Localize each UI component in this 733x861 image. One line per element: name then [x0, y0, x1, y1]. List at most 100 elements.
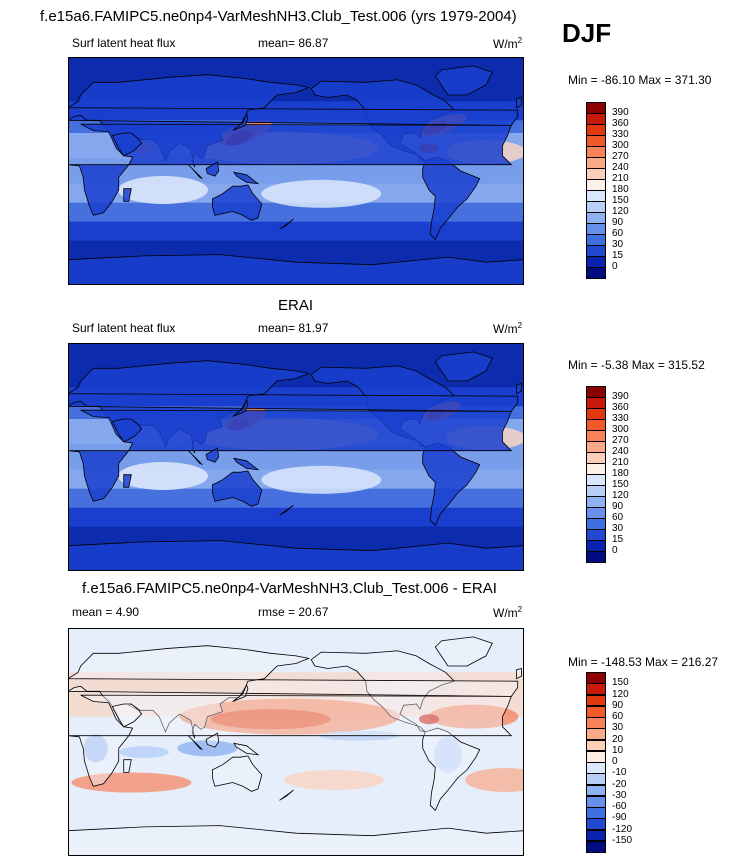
colorbar-swatch: [586, 485, 606, 497]
continent-outline: [515, 96, 522, 109]
colorbar-swatch: [586, 463, 606, 475]
continent-outline: [111, 703, 143, 728]
panel1-units: W/m2: [493, 36, 523, 51]
continent-outline: [232, 398, 249, 417]
panel1-colorbar: 390 360 330 300 270 240 210 180 150 120 90 60 30 15 0: [586, 102, 629, 279]
colorbar-tick-label: 120: [612, 688, 629, 700]
continent-outline: [68, 254, 524, 285]
colorbar-tick-label: 360: [612, 402, 629, 413]
figure-title: f.e15a6.FAMIPC5.ne0np4-VarMeshNH3.Club_T…: [40, 8, 517, 25]
colorbar-swatch: [586, 201, 606, 213]
colorbar-tick-label: 15: [612, 534, 624, 545]
colorbar-swatch: [586, 496, 606, 508]
colorbar-tick-label: 120: [612, 206, 629, 217]
colorbar-swatch: [586, 223, 606, 235]
continent-outline: [205, 732, 220, 748]
panel3-units: W/m2: [493, 605, 523, 620]
continent-outline: [68, 123, 513, 216]
colorbar-tick-label: 15: [612, 250, 624, 261]
colorbar-tick-label: 150: [612, 195, 629, 206]
panel2-variable-label: Surf latent heat flux: [72, 321, 176, 335]
colorbar-swatch: [586, 245, 606, 257]
continent-outline: [68, 540, 524, 571]
colorbar-tick-label: 270: [612, 435, 629, 446]
field-blob: [119, 746, 169, 759]
colorbar-tick-label: 60: [612, 512, 624, 523]
continent-outline: [211, 470, 263, 507]
colorbar-tick-label: 360: [612, 118, 629, 129]
panel1-variable-label: Surf latent heat flux: [72, 36, 176, 50]
map-frame: [68, 57, 524, 285]
colorbar-tick-label: 270: [612, 151, 629, 162]
season-label: DJF: [562, 18, 612, 48]
colorbar-tick-label: 150: [612, 677, 629, 689]
colorbar-tick-label: 240: [612, 162, 629, 173]
continent-outline: [211, 184, 263, 221]
colorbar-swatch: [586, 190, 606, 202]
colorbar-tick-label: 90: [612, 501, 624, 512]
colorbar-swatch: [586, 795, 606, 808]
colorbar-swatch: [586, 529, 606, 541]
colorbar-swatch: [586, 750, 606, 763]
colorbar-tick-label: -20: [612, 778, 627, 790]
field-blob: [118, 462, 208, 490]
colorbar-tick-label: 0: [612, 756, 618, 767]
map-frame: [68, 343, 524, 571]
colorbar-swatch: [586, 124, 606, 136]
panel2-units: W/m2: [493, 321, 523, 336]
panel2-heading: ERAI: [278, 297, 314, 314]
colorbar-swatch: [586, 518, 606, 530]
colorbar-tick-label: 180: [612, 468, 629, 479]
continent-outline: [422, 442, 481, 527]
continent-outline: [205, 161, 220, 177]
field-blob: [261, 179, 382, 208]
continent-outline: [279, 789, 294, 801]
colorbar-tick-label: 30: [612, 523, 624, 534]
colorbar-tick-label: -30: [612, 789, 627, 801]
colorbar-tick-label: 60: [612, 711, 624, 722]
continent-outline: [434, 65, 493, 96]
colorbar-swatch: [586, 179, 606, 191]
colorbar-swatch: [586, 773, 606, 785]
colorbar-swatch: [586, 212, 606, 224]
colorbar-swatch: [586, 717, 606, 729]
continent-outline: [68, 825, 524, 856]
colorbar-tick-label: 120: [612, 490, 629, 501]
colorbar-tick-label: 390: [612, 107, 629, 118]
continent-outline: [123, 474, 132, 488]
colorbar-swatch: [586, 168, 606, 180]
continent-outline: [279, 218, 294, 230]
field-blob: [428, 704, 519, 729]
continent-outline: [279, 504, 294, 516]
colorbar-swatch: [586, 728, 606, 740]
colorbar-tick-label: 90: [612, 217, 624, 228]
panel1-minmax: Min = -86.10 Max = 371.30: [568, 73, 712, 87]
colorbar-tick-label: 60: [612, 228, 624, 239]
colorbar-tick-label: 300: [612, 424, 629, 435]
field-blob: [419, 714, 439, 725]
colorbar-tick-label: 330: [612, 413, 629, 424]
continent-outline: [515, 382, 522, 395]
colorbar-swatch: [586, 807, 606, 819]
field-blob: [465, 768, 524, 792]
continent-outline: [434, 636, 493, 667]
continent-outline: [233, 457, 260, 471]
colorbar-swatch: [586, 397, 606, 409]
colorbar-swatch: [586, 430, 606, 442]
colorbar-swatch: [586, 102, 606, 114]
map-frame: [68, 628, 524, 856]
continent-outline: [515, 667, 522, 680]
field-blob: [118, 176, 208, 204]
colorbar-tick-label: -120: [612, 823, 633, 835]
continent-outline: [422, 727, 481, 812]
colorbar-swatch: [586, 840, 606, 853]
continent-outline: [233, 742, 260, 756]
colorbar-swatch: [586, 419, 606, 431]
colorbar-tick-label: 300: [612, 140, 629, 151]
continent-outline: [232, 683, 249, 702]
colorbar-swatch: [586, 256, 606, 268]
colorbar-tick-label: 240: [612, 446, 629, 457]
continent-outline: [310, 650, 456, 733]
panel2-mean-label: mean= 81.97: [258, 321, 329, 335]
continent-outline: [205, 447, 220, 463]
